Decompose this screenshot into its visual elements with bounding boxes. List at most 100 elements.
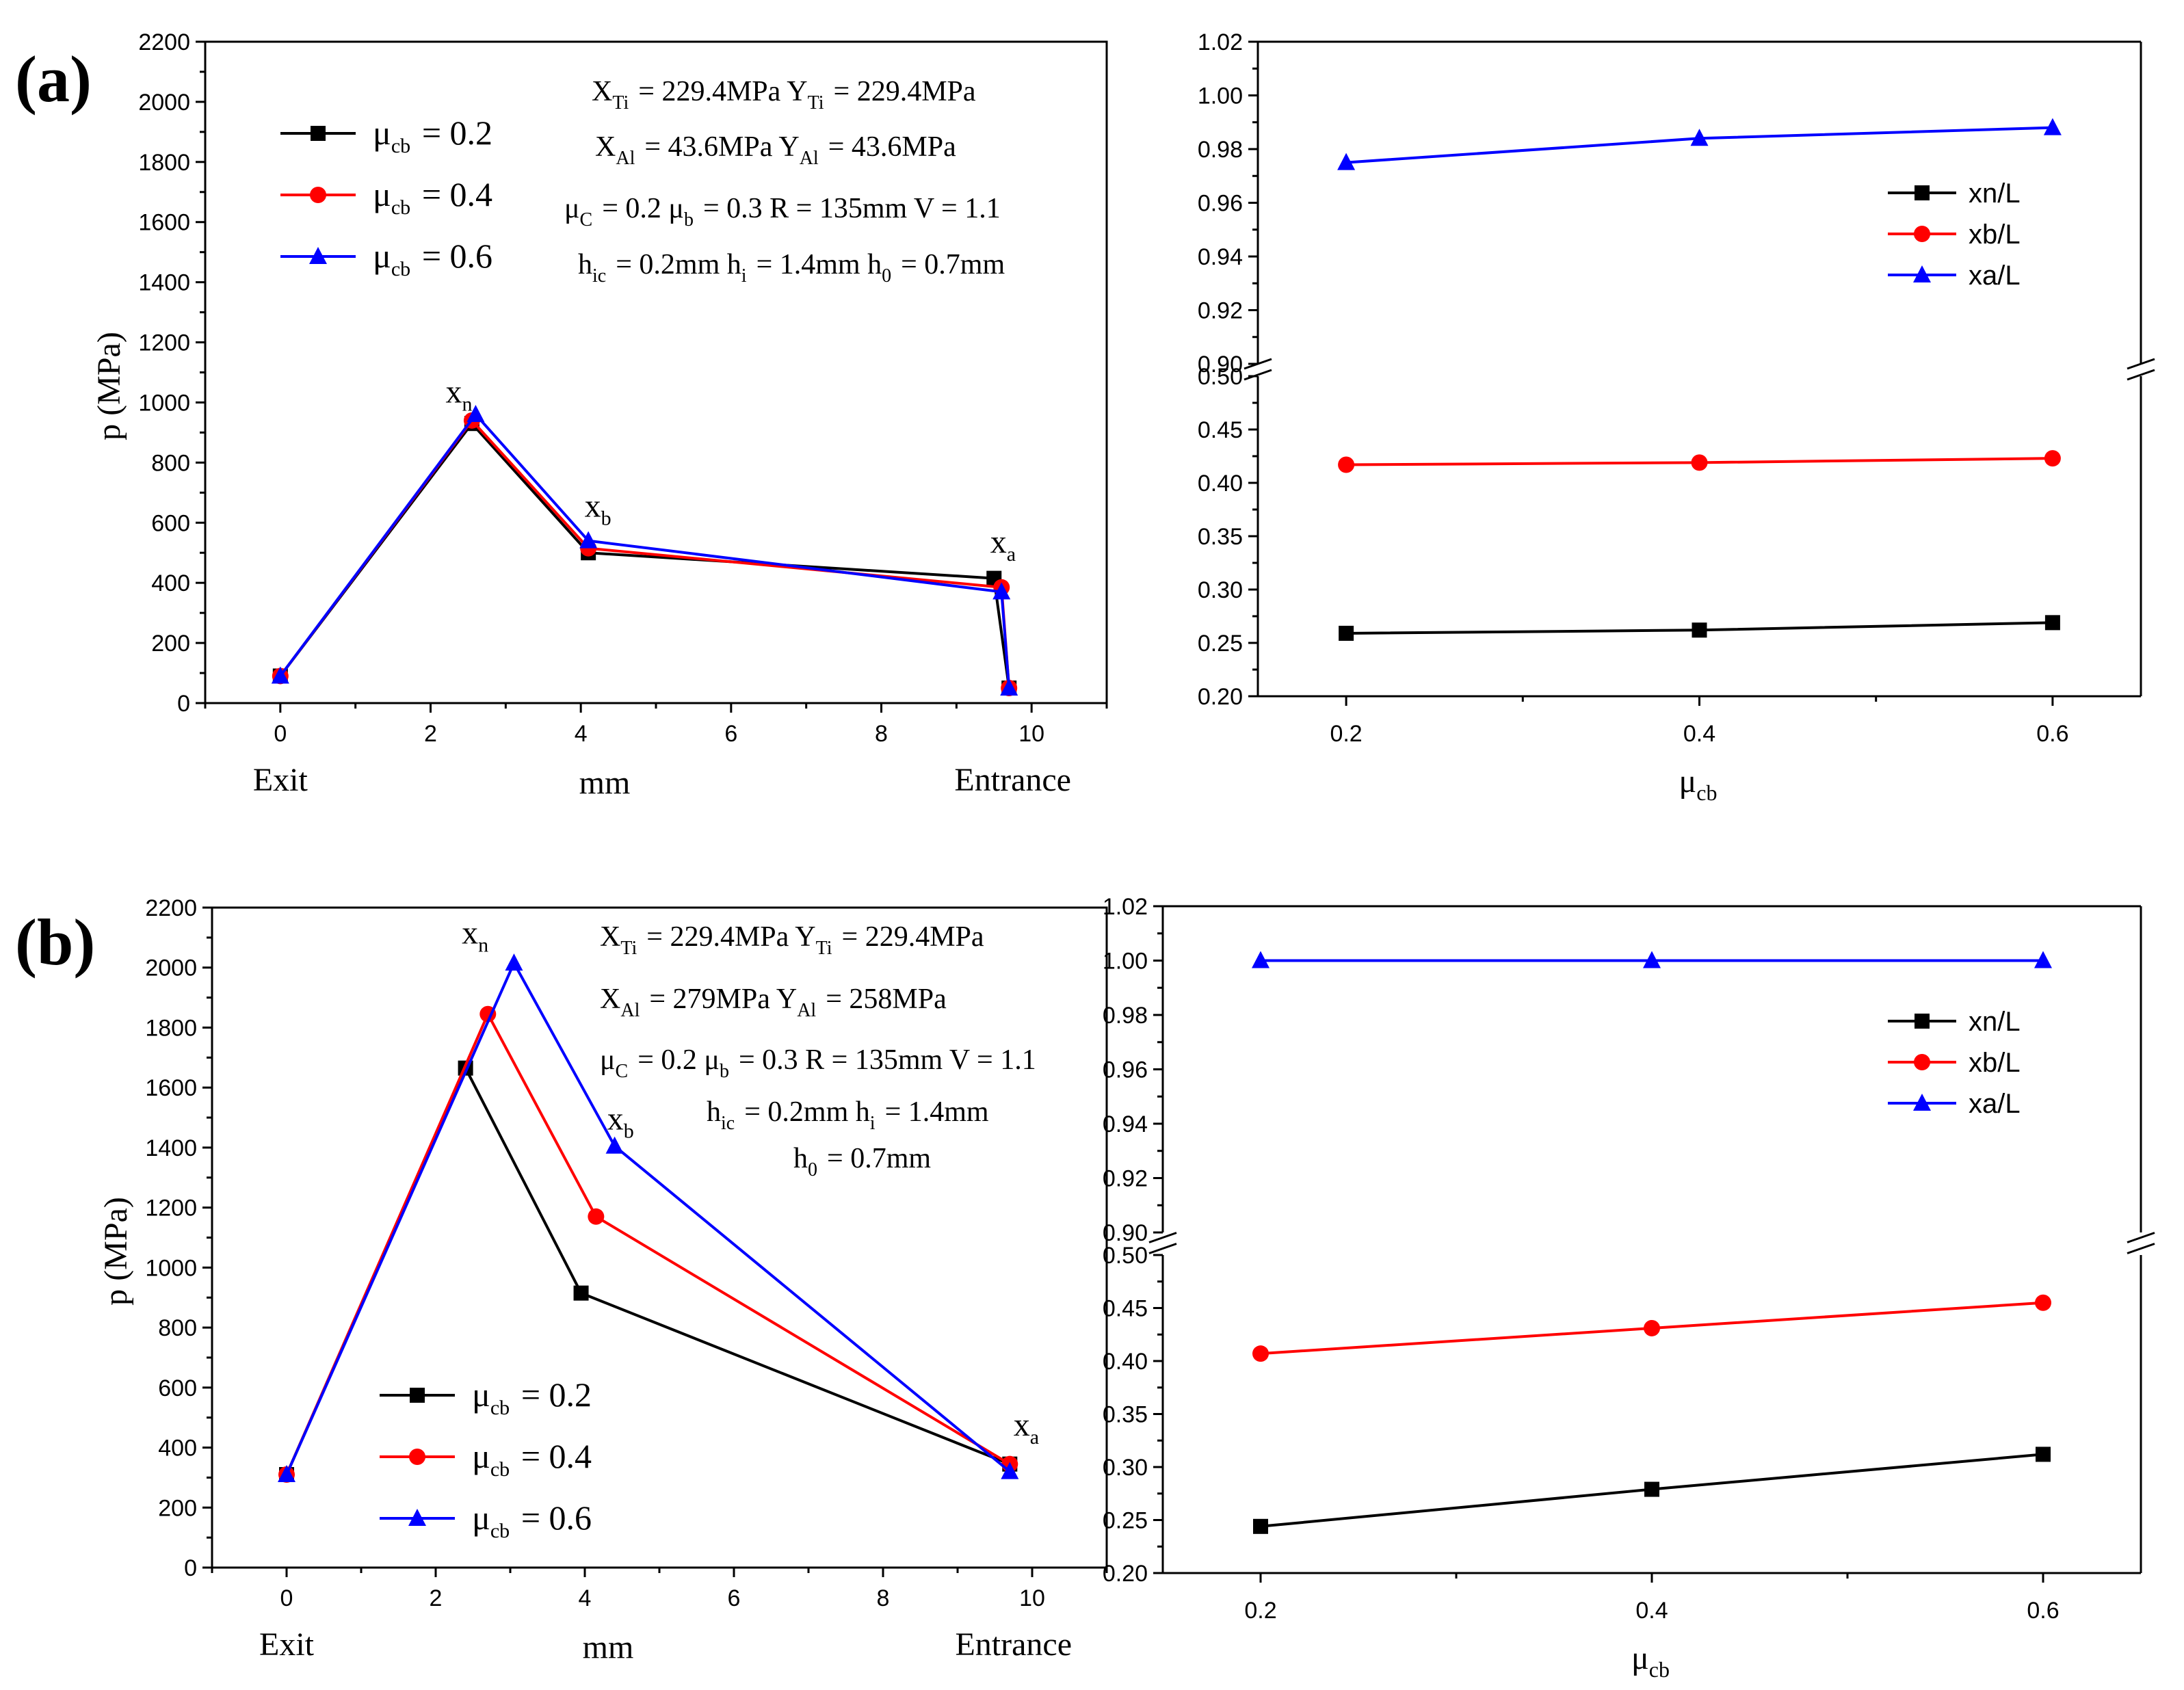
legend-marker — [410, 1388, 425, 1403]
series-line — [285, 960, 1011, 1475]
annotation-line: μC = 0.2 μb = 0.3 R = 135mm V = 1.1 — [564, 193, 1001, 230]
left-chart: 0200400600800100012001400160018002000220… — [98, 895, 1108, 1665]
annotation-line: h0 = 0.7mm — [793, 1143, 931, 1180]
right-chart: 0.90 0.92 0.94 0.96 0.98 1.00 1.02 0.20 0.25 0.30… — [1198, 29, 2155, 805]
y-tick-label: 0.94 — [1198, 244, 1243, 270]
data-point — [1252, 1345, 1269, 1362]
y-tick-label: 0.20 — [1198, 684, 1243, 710]
text-part: x — [1014, 1407, 1030, 1443]
text-baseline-reset — [1039, 1407, 1042, 1443]
text-subscript: Ti — [808, 92, 824, 114]
text-subscript: Al — [797, 1000, 816, 1021]
x-axis-title: μcb — [1679, 763, 1720, 805]
text-part: = 0.3 R = 135mm V = 1.1 — [731, 1044, 1036, 1076]
text-part: μ — [373, 237, 391, 275]
y-tick-label: 800 — [158, 1315, 197, 1341]
y-tick-label: 0.92 — [1103, 1166, 1148, 1192]
y-tick-label: 1200 — [145, 1196, 197, 1222]
y-tick-label: 1800 — [138, 150, 190, 176]
y-tick-label: 0.45 — [1198, 417, 1243, 443]
data-point — [1643, 951, 1661, 968]
y-tick-label: 600 — [158, 1375, 197, 1401]
y-tick-label: 400 — [151, 570, 190, 596]
y-tick-label: 0.25 — [1198, 631, 1243, 657]
y-tick-label: 200 — [151, 631, 190, 657]
text-part: x — [607, 1101, 624, 1137]
axis-break-mark — [2127, 369, 2155, 381]
text-part: h — [727, 249, 741, 280]
y-tick-label: 1200 — [138, 330, 190, 356]
text-subscript: cb — [490, 1397, 510, 1419]
axis-break-mark — [2127, 358, 2155, 370]
x-tick-label: 0 — [280, 1585, 293, 1611]
text-part: h — [578, 249, 592, 280]
text-subscript: cb — [490, 1458, 510, 1481]
legend-label: μcb = 0.4 — [472, 1437, 592, 1481]
point-label: xb — [607, 1101, 637, 1143]
data-point — [1692, 622, 1707, 638]
x-tick-label: 4 — [579, 1585, 592, 1611]
text-part: = 229.4MPa — [826, 76, 976, 107]
data-point — [2036, 1447, 2051, 1462]
text-subscript: cb — [391, 135, 410, 157]
data-point — [466, 405, 485, 423]
text-subscript: a — [1030, 1426, 1039, 1449]
y-tick-label: 0 — [177, 691, 190, 717]
text-subscript: ic — [592, 265, 606, 287]
series-line — [285, 1065, 1011, 1475]
y-axis-title: p (MPa) — [91, 332, 127, 440]
text-part: X — [592, 76, 612, 107]
data-point — [505, 953, 523, 971]
y-tick-label: 2000 — [145, 955, 197, 981]
text-part: μ — [472, 1498, 490, 1537]
y-tick-label: 1.02 — [1103, 894, 1148, 920]
text-part: μ — [704, 1044, 720, 1076]
data-point — [1000, 678, 1018, 696]
data-point — [605, 1136, 624, 1154]
text-subscript: Ti — [620, 938, 637, 959]
text-part: = 1.4mm — [749, 249, 867, 280]
text-part: = 0.2 — [512, 1375, 592, 1414]
x-tick-label: 10 — [1018, 721, 1044, 747]
text-subscript: a — [1007, 543, 1016, 566]
x-tick-label: 4 — [575, 721, 588, 747]
text-baseline-reset — [1717, 763, 1720, 800]
legend-label: μcb = 0.2 — [472, 1375, 592, 1419]
y-tick-label: 0.50 — [1103, 1243, 1148, 1269]
y-tick-label: 2200 — [145, 895, 197, 921]
y-tick-label: 1400 — [138, 270, 190, 296]
text-subscript: ic — [721, 1113, 735, 1134]
text-part: = 0.6 — [512, 1498, 592, 1537]
text-subscript: Ti — [816, 938, 832, 959]
x-axis-title: mm — [579, 765, 631, 801]
x-tick-label: 2 — [424, 721, 437, 747]
text-part: = 0.6 — [413, 237, 492, 275]
text-part: = 229.4MPa — [631, 76, 787, 107]
legend-label: μcb = 0.6 — [373, 237, 492, 280]
y-tick-label: 0.96 — [1103, 1057, 1148, 1083]
annotation-line: XTi = 229.4MPa YTi = 229.4MPa — [592, 76, 976, 114]
text-part: = 0.2mm — [609, 249, 727, 280]
annotation-line: hic = 0.2mm hi = 1.4mm h0 = 0.7mm — [578, 249, 1005, 287]
point-label: xa — [990, 524, 1018, 566]
text-subscript: cb — [391, 196, 410, 219]
data-point — [1690, 129, 1709, 146]
legend-marker — [309, 247, 327, 264]
text-part: = 43.6MPa — [821, 131, 956, 163]
legend-marker — [1915, 1014, 1930, 1029]
legend-label: μcb = 0.6 — [472, 1498, 592, 1542]
x-tick-label: 2 — [430, 1585, 443, 1611]
y-tick-label: 0.92 — [1198, 298, 1243, 324]
y-tick-label: 0.40 — [1198, 471, 1243, 497]
data-point — [573, 1285, 589, 1301]
data-point — [278, 1465, 295, 1483]
text-subscript: 0 — [882, 265, 891, 287]
x-axis-title: mm — [583, 1629, 634, 1665]
axis-break-mark — [2127, 1243, 2155, 1254]
text-part: μ — [373, 175, 391, 213]
series-line — [285, 1011, 1011, 1475]
text-part: x — [445, 373, 462, 410]
text-part: μ — [564, 193, 580, 224]
text-part: μ — [1679, 763, 1697, 800]
